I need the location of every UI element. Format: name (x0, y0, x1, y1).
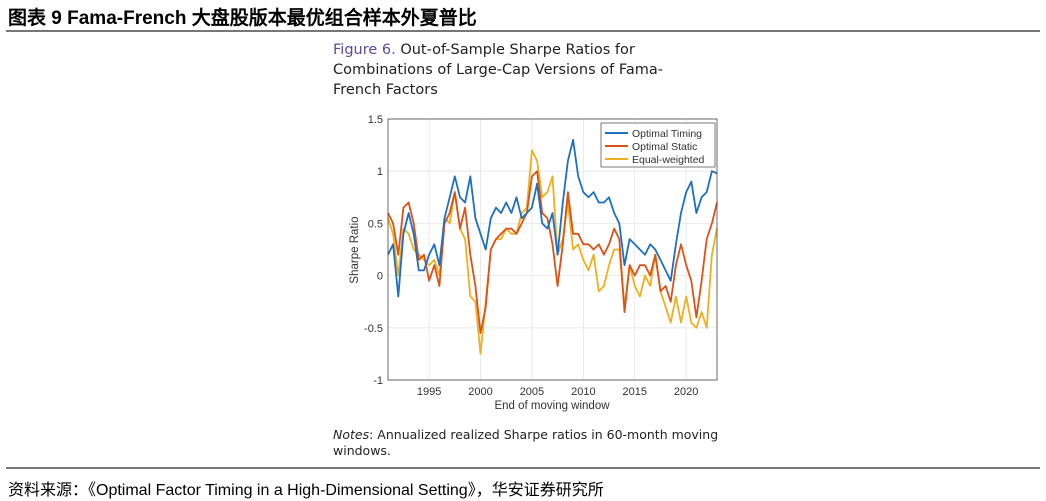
x-tick-label: 2010 (571, 386, 595, 398)
notes-text: : Annualized realized Sharpe ratios in 6… (333, 427, 719, 458)
x-tick-label: 2015 (623, 386, 647, 398)
plot-frame (387, 118, 718, 381)
y-tick-label: 1 (377, 166, 383, 178)
x-tick-label: 2000 (468, 386, 492, 398)
title-divider (6, 30, 1040, 32)
figure-caption: Figure 6. Out-of-Sample Sharpe Ratios fo… (333, 40, 663, 100)
y-tick-label: -0.5 (364, 323, 383, 335)
caption-line1: Out-of-Sample Sharpe Ratios for (400, 42, 635, 58)
legend-label: Optimal Timing (632, 128, 702, 140)
caption-line2: Combinations of Large-Cap Versions of Fa… (333, 62, 664, 78)
y-axis-label: Sharpe Ratio (349, 216, 361, 283)
caption-figure-label: Figure 6. (333, 42, 396, 58)
x-axis-label: End of moving window (494, 400, 610, 412)
caption-line3: French Factors (333, 82, 438, 98)
source-note: 资料来源：《Optimal Factor Timing in a High-Di… (8, 482, 604, 499)
series-line-equal-weighted (387, 149, 718, 355)
x-tick-label: 1995 (417, 386, 441, 398)
legend-label: Optimal Static (632, 141, 697, 153)
figure-notes: Notes: Annualized realized Sharpe ratios… (333, 427, 733, 459)
footer-divider (6, 467, 1040, 469)
y-tick-label: 1.5 (368, 114, 383, 126)
series-line-optimal-static (387, 170, 718, 334)
figure-title: 图表 9 Fama-French 大盘股版本最优组合样本外夏普比 (8, 8, 477, 29)
x-tick-label: 2005 (520, 386, 544, 398)
x-tick-label: 2020 (674, 386, 698, 398)
y-tick-label: 0.5 (368, 218, 383, 230)
series-line-optimal-timing (387, 139, 718, 298)
notes-label: Notes (333, 427, 370, 442)
y-tick-label: 0 (377, 271, 383, 283)
legend-label: Equal-weighted (632, 154, 705, 166)
y-tick-label: -1 (373, 375, 383, 387)
